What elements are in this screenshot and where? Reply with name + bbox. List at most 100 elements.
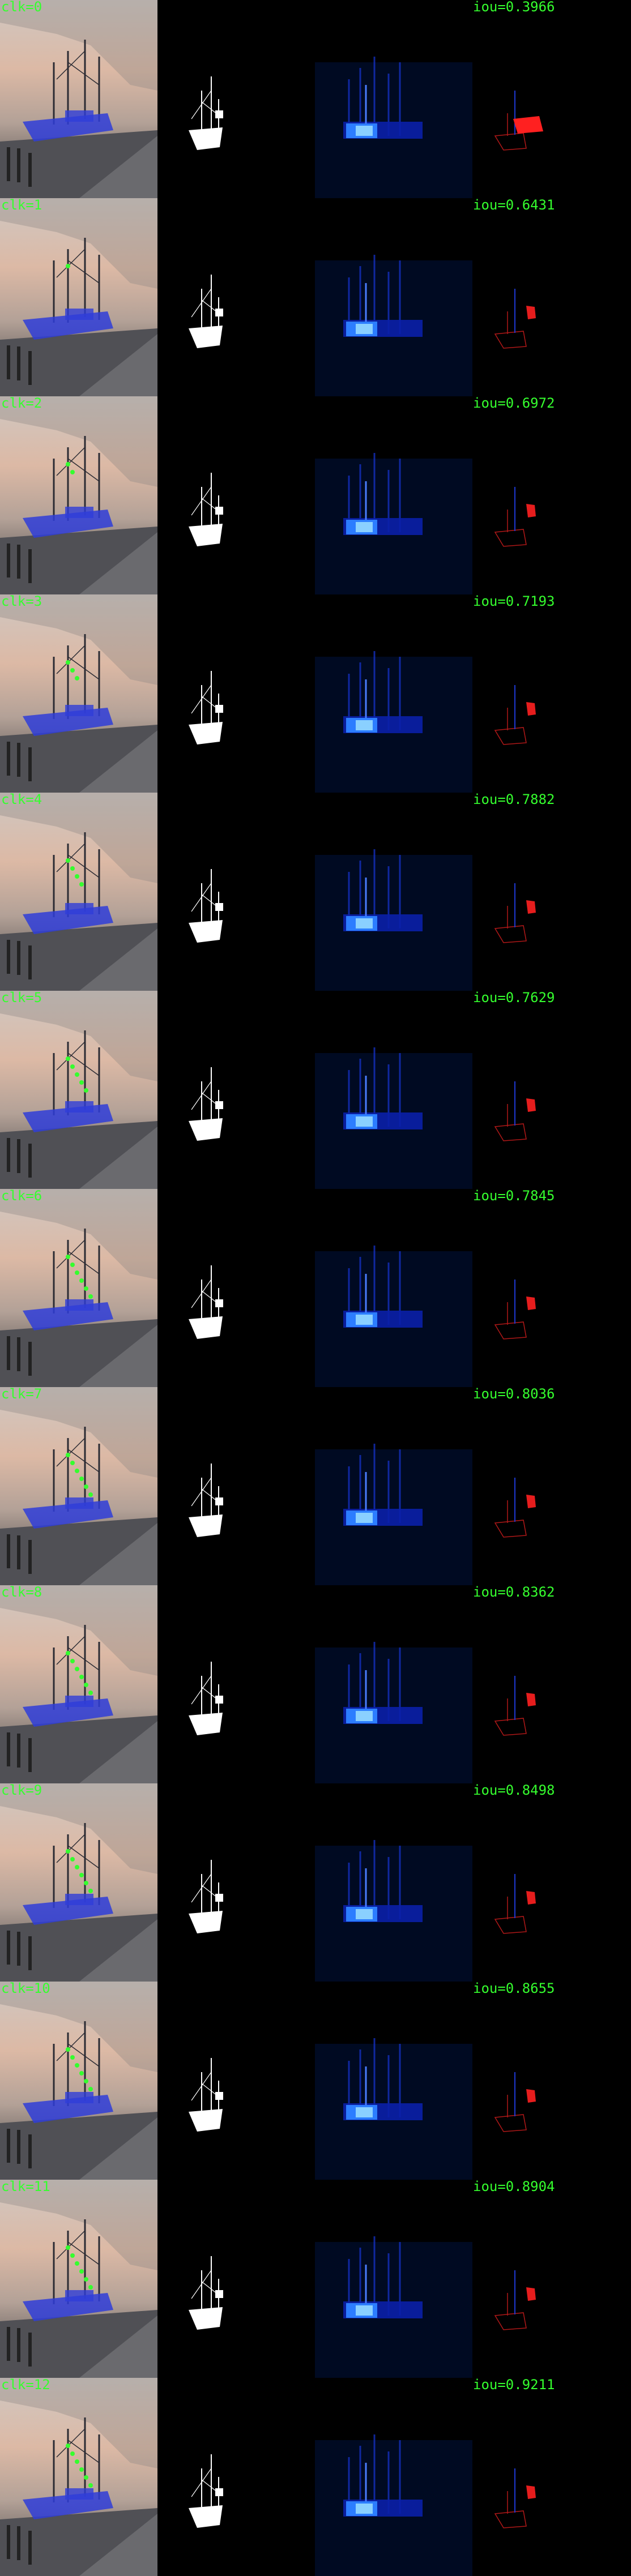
error-overlay-image bbox=[494, 1874, 536, 1934]
heatmap-image bbox=[315, 1047, 472, 1189]
heatmap-image bbox=[315, 2236, 472, 2378]
ground-truth-mask-panel bbox=[157, 2378, 315, 2576]
mask-silhouette bbox=[189, 1067, 223, 1141]
boat-scene-image bbox=[0, 396, 157, 594]
click-count-label: clk=7 bbox=[1, 1387, 42, 1402]
input-image-panel bbox=[0, 1982, 157, 2180]
error-overlay-image bbox=[494, 1478, 536, 1538]
prediction-heatmap-panel bbox=[315, 1189, 472, 1387]
ground-truth-mask-panel bbox=[157, 1585, 315, 1783]
click-count-label: clk=0 bbox=[1, 0, 42, 15]
iou-score-label: iou=0.9211 bbox=[473, 2378, 555, 2393]
error-overlay-image bbox=[494, 487, 536, 547]
input-image-panel bbox=[0, 2378, 157, 2576]
heatmap-image bbox=[315, 255, 472, 396]
heatmap-image bbox=[315, 453, 472, 594]
prediction-heatmap-panel bbox=[315, 0, 472, 198]
error-map-panel bbox=[472, 1783, 631, 1982]
prediction-heatmap-panel bbox=[315, 2180, 472, 2378]
error-map-panel bbox=[472, 1585, 631, 1783]
result-row: clk=12 iou=0.9211 bbox=[0, 2378, 631, 2576]
prediction-heatmap-panel bbox=[315, 198, 472, 396]
prediction-heatmap-panel bbox=[315, 396, 472, 594]
error-overlay-image bbox=[494, 1280, 536, 1340]
ground-truth-mask-panel bbox=[157, 1783, 315, 1982]
prediction-heatmap-panel bbox=[315, 1982, 472, 2180]
mask-silhouette bbox=[189, 76, 223, 150]
result-row: clk=8 iou=0.8362 bbox=[0, 1585, 631, 1783]
heatmap-image bbox=[315, 2038, 472, 2180]
result-row: clk=2 iou=0.6972 bbox=[0, 396, 631, 594]
click-count-label: clk=4 bbox=[1, 793, 42, 807]
error-map-panel bbox=[472, 396, 631, 594]
input-image-panel bbox=[0, 198, 157, 396]
error-overlay-image bbox=[494, 1081, 536, 1141]
error-map-panel bbox=[472, 198, 631, 396]
click-count-label: clk=1 bbox=[1, 198, 42, 213]
error-overlay-image bbox=[494, 2270, 536, 2330]
error-map-panel bbox=[472, 793, 631, 991]
result-row: clk=1 iou=0.6431 bbox=[0, 198, 631, 396]
click-count-label: clk=6 bbox=[1, 1189, 42, 1204]
iou-score-label: iou=0.6972 bbox=[473, 396, 555, 411]
input-image-panel bbox=[0, 0, 157, 198]
boat-scene-image bbox=[0, 991, 157, 1189]
iou-score-label: iou=0.8498 bbox=[473, 1783, 555, 1798]
boat-scene-image bbox=[0, 1387, 157, 1585]
iou-score-label: iou=0.8904 bbox=[473, 2180, 555, 2194]
mask-silhouette bbox=[189, 671, 223, 744]
click-count-label: clk=5 bbox=[1, 991, 42, 1005]
heatmap-image bbox=[315, 1642, 472, 1783]
mask-silhouette bbox=[189, 473, 223, 546]
heatmap-image bbox=[315, 1246, 472, 1387]
error-map-panel bbox=[472, 1189, 631, 1387]
heatmap-image bbox=[315, 849, 472, 991]
click-count-label: clk=12 bbox=[1, 2378, 50, 2393]
heatmap-image bbox=[315, 1444, 472, 1585]
mask-silhouette bbox=[189, 275, 223, 348]
click-count-label: clk=3 bbox=[1, 594, 42, 609]
iou-score-label: iou=0.7845 bbox=[473, 1189, 555, 1204]
result-row: clk=11 iou=0.8904 bbox=[0, 2180, 631, 2378]
input-image-panel bbox=[0, 1783, 157, 1982]
error-overlay-image bbox=[494, 2468, 536, 2528]
boat-scene-image bbox=[0, 1189, 157, 1387]
iou-score-label: iou=0.7629 bbox=[473, 991, 555, 1005]
iou-score-label: iou=0.8362 bbox=[473, 1585, 555, 1600]
error-map-panel bbox=[472, 594, 631, 793]
ground-truth-mask-panel bbox=[157, 198, 315, 396]
mask-silhouette bbox=[189, 1265, 223, 1339]
input-image-panel bbox=[0, 1387, 157, 1585]
error-overlay-image bbox=[494, 1676, 536, 1736]
boat-scene-image bbox=[0, 1783, 157, 1982]
error-map-panel bbox=[472, 0, 631, 198]
prediction-heatmap-panel bbox=[315, 1387, 472, 1585]
heatmap-image bbox=[315, 57, 472, 198]
boat-scene-image bbox=[0, 1982, 157, 2180]
heatmap-image bbox=[315, 1840, 472, 1982]
boat-scene-image bbox=[0, 2378, 157, 2576]
result-row: clk=5 iou=0.7629 bbox=[0, 991, 631, 1189]
ground-truth-mask-panel bbox=[157, 2180, 315, 2378]
result-row: clk=0 iou=0.3966 bbox=[0, 0, 631, 198]
error-map-panel bbox=[472, 2378, 631, 2576]
error-overlay-image bbox=[494, 91, 543, 151]
boat-scene-image bbox=[0, 793, 157, 991]
boat-scene-image bbox=[0, 0, 157, 198]
ground-truth-mask-panel bbox=[157, 1189, 315, 1387]
prediction-heatmap-panel bbox=[315, 991, 472, 1189]
boat-scene-image bbox=[0, 1585, 157, 1783]
prediction-heatmap-panel bbox=[315, 594, 472, 793]
mask-silhouette bbox=[189, 869, 223, 943]
mask-silhouette bbox=[189, 1464, 223, 1537]
ground-truth-mask-panel bbox=[157, 594, 315, 793]
result-row: clk=9 iou=0.8498 bbox=[0, 1783, 631, 1982]
result-row: clk=4 iou=0.7882 bbox=[0, 793, 631, 991]
result-row: clk=6 iou=0.7845 bbox=[0, 1189, 631, 1387]
prediction-heatmap-panel bbox=[315, 2378, 472, 2576]
error-overlay-image bbox=[494, 289, 536, 349]
error-overlay-image bbox=[494, 2072, 536, 2132]
ground-truth-mask-panel bbox=[157, 396, 315, 594]
iou-score-label: iou=0.3966 bbox=[473, 0, 555, 15]
ground-truth-mask-panel bbox=[157, 991, 315, 1189]
